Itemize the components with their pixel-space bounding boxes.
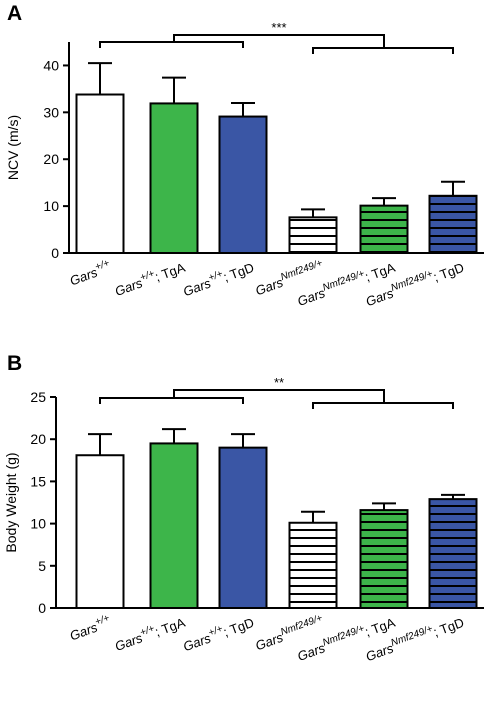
bar [149,442,199,609]
y-tick-label: 25 [30,389,46,405]
significance-bracket-left [99,41,244,48]
y-tick-label: 0 [38,600,46,616]
y-tick-label: 5 [38,558,46,574]
y-axis-label: Body Weight (g) [3,452,19,552]
bar [149,102,199,255]
bar [75,454,125,610]
y-tick-label: 40 [43,57,59,73]
significance-label: ** [274,375,284,390]
bar [428,194,478,255]
significance-label: *** [271,20,286,35]
x-category-label: Gars+/+; TgD [180,258,256,299]
bar [288,216,338,254]
bar [359,509,409,609]
x-category-label: Gars+/+; TgA [112,613,187,654]
y-tick-label: 15 [30,473,46,489]
y-tick-label: 20 [43,151,59,167]
x-category-label: Gars+/+; TgD [180,613,256,654]
x-category-label: Gars+/+; TgA [112,258,187,299]
bar [75,93,125,255]
significance-bracket-right [312,47,454,54]
bar [288,521,338,609]
y-tick-label: 0 [51,245,59,261]
significance-bracket-left [99,397,244,404]
bar [218,446,268,609]
y-tick-label: 20 [30,431,46,447]
y-tick-label: 10 [30,516,46,532]
x-category-label: Gars+/+ [67,613,113,644]
chart-panel-b: B 0 5 10 15 20 25 Body Weight (g) ** Gars+/+ Gars… [0,350,493,699]
chart-panel-a: A 0 10 20 30 40 NCV (m/s) *** Gars+/+ Gars+/+; T… [0,0,493,350]
y-tick-label: 10 [43,198,59,214]
bar [218,115,268,255]
bar [359,204,409,255]
significance-connector [173,34,385,48]
y-axis-label: NCV (m/s) [5,115,21,180]
significance-bracket-right [312,402,454,409]
ncv-bar-chart: 0 10 20 30 40 NCV (m/s) *** Gars+/+Gars+/+; TgA… [5,20,484,309]
x-category-label: Gars+/+ [67,258,113,289]
significance-connector [173,389,385,403]
bar [428,498,478,609]
panel-label-a: A [7,2,23,25]
y-tick-label: 30 [43,104,59,120]
panel-label-b: B [7,352,23,375]
